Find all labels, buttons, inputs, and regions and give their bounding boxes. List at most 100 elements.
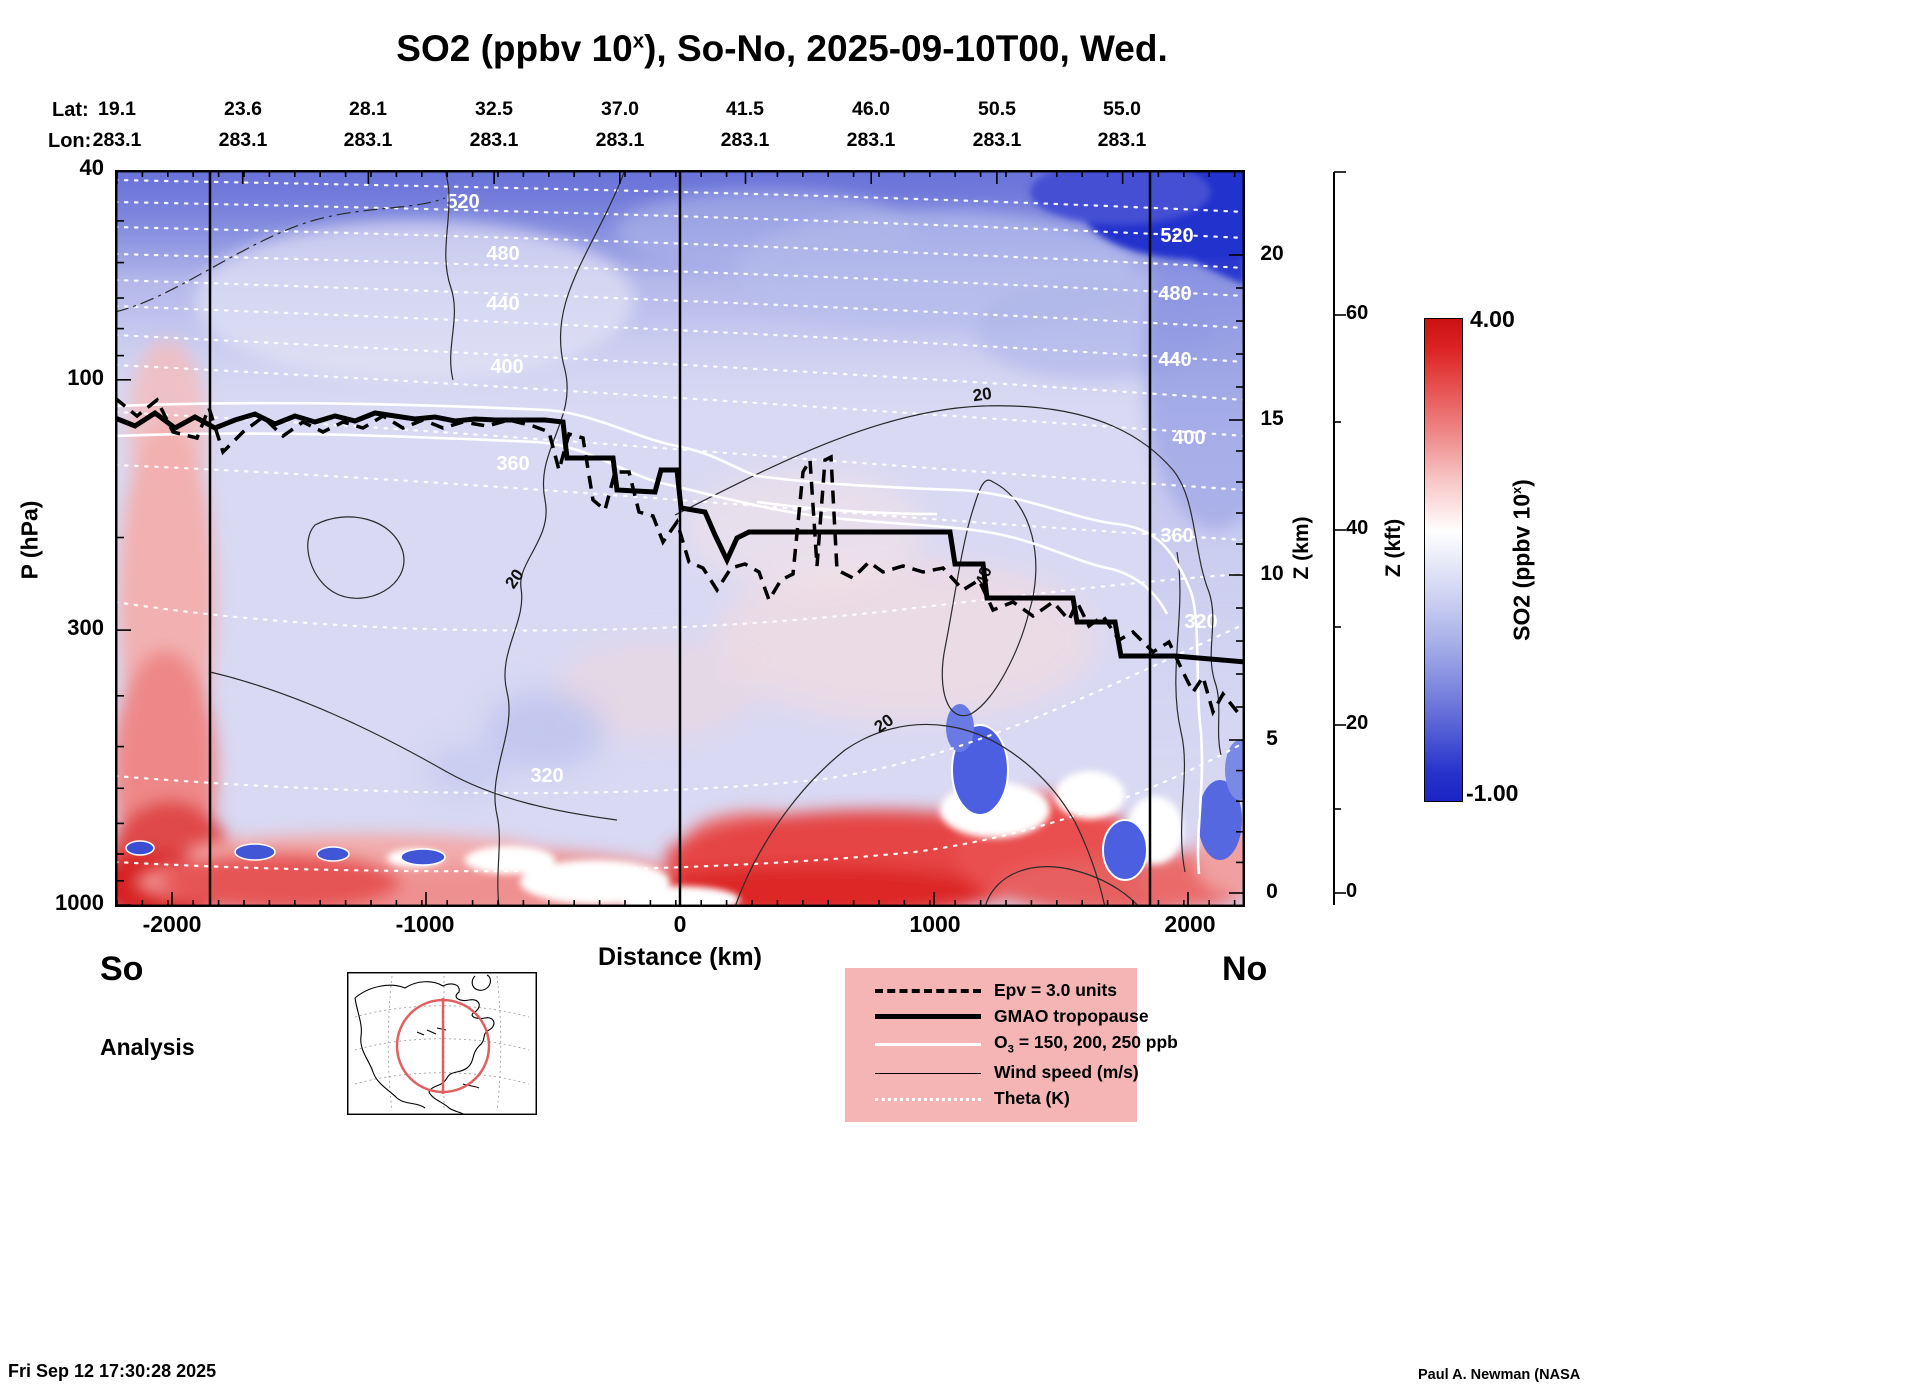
theta-contour-labels: 520 480 440 400 360 320 520 480 440 400 …: [446, 191, 1217, 787]
zkm-tick: 5: [1266, 727, 1278, 750]
epv-line-sample: [875, 988, 981, 993]
so2-blue-minima: [125, 704, 1245, 881]
pressure-tick: 300: [67, 615, 104, 640]
ozone-line-sample: [875, 1043, 981, 1047]
zkm-axis-title: Z (km): [1290, 516, 1313, 580]
map-section-track: [395, 998, 491, 1094]
theta-label-440-left: 440: [486, 293, 519, 315]
legend-row-tropopause: GMAO tropopause: [875, 1008, 1149, 1026]
lon-value: 283.1: [972, 129, 1022, 151]
legend-ozone-post: = 150, 200, 250 ppb: [1013, 1032, 1178, 1053]
plot-frame: [115, 170, 1245, 907]
colorbar: [1424, 318, 1463, 802]
theta-label-400-right: 400: [1172, 427, 1205, 449]
legend-row-ozone: O3 = 150, 200, 250 ppb: [875, 1033, 1178, 1056]
legend-tropopause-label: GMAO tropopause: [994, 1006, 1149, 1027]
legend-ozone-sub: 3: [1007, 1043, 1014, 1056]
analysis-label: Analysis: [100, 1034, 195, 1060]
lat-axis-label: Lat:: [52, 99, 89, 121]
title-post: ), So-No, 2025-09-10T00, Wed.: [644, 28, 1168, 69]
page-title: SO2 (ppbv 10x), So-No, 2025-09-10T00, We…: [115, 30, 1449, 67]
lat-value: 32.5: [475, 98, 513, 120]
lat-value: 23.6: [224, 98, 262, 120]
lon-value: 283.1: [92, 129, 142, 151]
lat-value: 19.1: [98, 98, 136, 120]
colorbar-title-pre: SO2 (ppbv 10: [1508, 493, 1535, 641]
tropopause-line: [115, 409, 1245, 665]
legend-row-wind: Wind speed (m/s): [875, 1064, 1139, 1082]
distance-tick: -2000: [142, 911, 202, 937]
theta-label-360-right: 360: [1160, 525, 1193, 547]
theta-label-480-right: 480: [1158, 283, 1191, 305]
main-plot: 520 480 440 400 360 320 520 480 440 400 …: [115, 170, 1245, 907]
zkft-tick: 20: [1346, 712, 1369, 734]
lon-axis-label: Lon:: [48, 130, 92, 152]
colorbar-max: 4.00: [1470, 306, 1515, 332]
legend-row-theta: Theta (K): [875, 1090, 1129, 1108]
title-superscript: x: [632, 30, 645, 53]
lon-value: 283.1: [469, 129, 519, 151]
lon-value: 283.1: [720, 129, 770, 151]
zkft-tick: 60: [1346, 302, 1369, 324]
distance-tick: 1000: [909, 911, 961, 937]
zkm-tick: 20: [1260, 242, 1284, 265]
wind-line-sample: [875, 1072, 981, 1074]
wind-label-20-b: 20: [972, 384, 993, 405]
pressure-tick: 40: [79, 155, 104, 180]
theta-line-sample: [875, 1097, 981, 1101]
lat-value: 28.1: [349, 98, 387, 120]
colorbar-title-sup: x: [1509, 486, 1524, 494]
theta-label-400-left: 400: [490, 356, 523, 378]
legend-ozone-label: O3 = 150, 200, 250 ppb: [994, 1032, 1178, 1056]
south-endpoint-label: So: [100, 950, 144, 988]
lat-value: 41.5: [726, 98, 764, 120]
legend-box: Epv = 3.0 units GMAO tropopause O3 = 150…: [845, 968, 1178, 1122]
lon-value: 283.1: [846, 129, 896, 151]
lat-value: 50.5: [978, 98, 1016, 120]
theta-label-440-right: 440: [1158, 349, 1191, 371]
colorbar-title-post: ): [1508, 479, 1535, 487]
legend-ozone-pre: O: [994, 1032, 1008, 1053]
ozone-contours: [115, 401, 1204, 875]
theta-label-520-left: 520: [446, 191, 479, 213]
zkm-tick: 10: [1260, 562, 1284, 585]
title-pre: SO2 (ppbv 10: [396, 28, 633, 69]
legend-epv-label: Epv = 3.0 units: [994, 980, 1118, 1001]
pressure-tick: 100: [67, 365, 104, 390]
creation-timestamp: Fri Sep 12 17:30:28 2025: [8, 1361, 217, 1381]
lon-value: 283.1: [218, 129, 268, 151]
theta-label-480-left: 480: [486, 243, 519, 265]
distance-tick: -1000: [395, 911, 455, 937]
theta-label-360-left: 360: [496, 453, 529, 475]
zkft-tick: 40: [1346, 517, 1369, 539]
wind-speed-contours: [115, 170, 1222, 907]
tropopause-line-sample: [875, 1014, 981, 1020]
distance-axis-title: Distance (km): [598, 943, 762, 971]
lon-value: 283.1: [1097, 129, 1147, 151]
zkm-tick: 15: [1260, 407, 1284, 430]
legend-wind-label: Wind speed (m/s): [994, 1062, 1139, 1083]
lat-value: 55.0: [1103, 98, 1141, 120]
map-graticule: [354, 975, 530, 1112]
theta-label-520-right: 520: [1160, 225, 1193, 247]
lat-value: 46.0: [852, 98, 890, 120]
lon-value: 283.1: [595, 129, 645, 151]
colorbar-min: -1.00: [1466, 780, 1519, 806]
legend-theta-label: Theta (K): [994, 1088, 1070, 1109]
zkm-tick: 0: [1266, 880, 1278, 903]
colorbar-title: SO2 (ppbv 10x): [1509, 479, 1536, 641]
pressure-axis-title: P (hPa): [16, 500, 43, 580]
inset-map: [347, 972, 537, 1115]
section-boundary-lines: [208, 170, 1152, 907]
distance-tick: 2000: [1164, 911, 1216, 937]
credit-text: Paul A. Newman (NASA: [1418, 1367, 1581, 1383]
theta-label-320-left: 320: [530, 765, 563, 787]
zkft-axis: [1333, 171, 1346, 905]
lon-value: 283.1: [343, 129, 393, 151]
theta-label-320-right: 320: [1184, 611, 1217, 633]
north-endpoint-label: No: [1222, 950, 1268, 988]
legend-row-epv: Epv = 3.0 units: [875, 982, 1129, 1000]
zkft-axis-title: Z (kft): [1382, 518, 1405, 578]
distance-tick: 0: [673, 911, 687, 937]
